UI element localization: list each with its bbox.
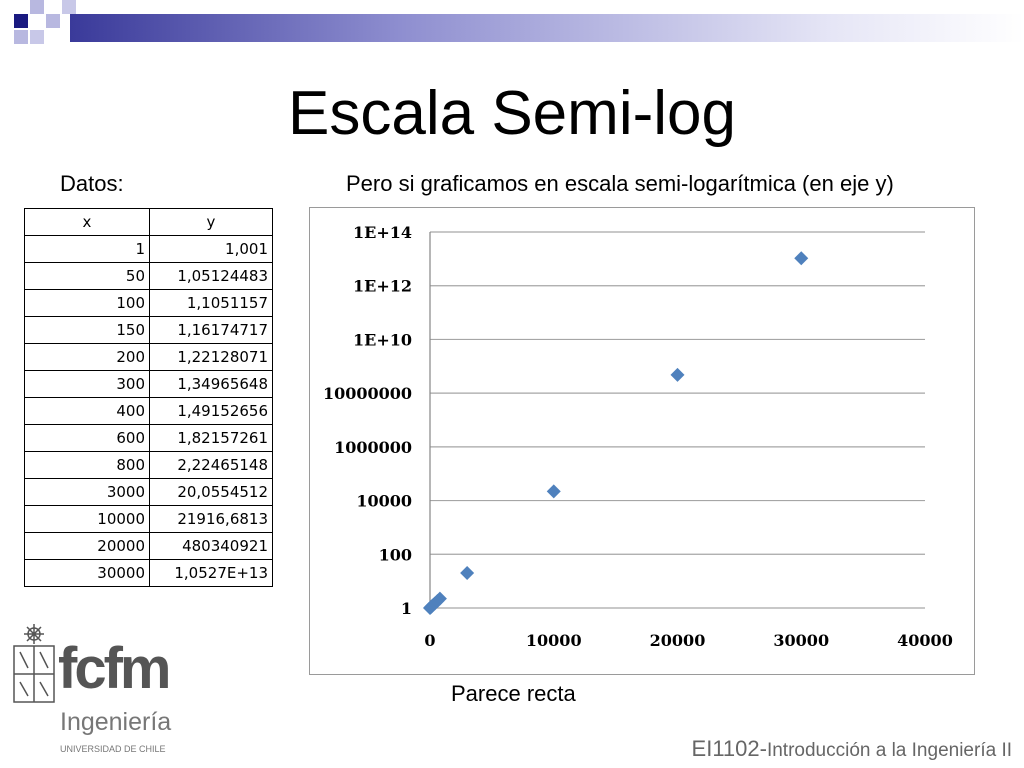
table-header-row: x y (24, 208, 273, 236)
cell-y: 1,05124483 (149, 262, 273, 290)
y-tick-label: 100 (379, 545, 412, 564)
x-tick-label: 20000 (650, 631, 706, 650)
cell-x: 150 (24, 316, 150, 344)
table-row: 200 1,22128071 (24, 343, 273, 371)
cell-x: 100 (24, 289, 150, 317)
data-point-marker (432, 591, 447, 606)
table-row: 20000 480340921 (24, 532, 273, 560)
y-tick-label: 1000000 (334, 438, 412, 457)
university-shield-icon: fcfm Ingeniería UNIVERSIDAD DE CHILE (13, 624, 171, 754)
cell-y: 1,22128071 (149, 343, 273, 371)
data-point-marker (670, 367, 685, 382)
table-row: 600 1,82157261 (24, 424, 273, 452)
cell-y: 2,22465148 (149, 451, 273, 479)
y-tick-label: 1E+12 (353, 277, 412, 296)
table-row: 1 1,001 (24, 235, 273, 263)
cell-x: 20000 (24, 532, 150, 560)
logo-wordmark: fcfm (58, 636, 168, 701)
table-header-x: x (24, 208, 150, 236)
table-row: 800 2,22465148 (24, 451, 273, 479)
cell-x: 300 (24, 370, 150, 398)
table-row: 400 1,49152656 (24, 397, 273, 425)
table-header-y: y (149, 208, 273, 236)
slide-title: Escala Semi-log (288, 79, 736, 148)
semilog-scatter-chart: 1 100 10000 1000000 10000000 1E+10 1E+12 1E+14 0… (323, 223, 953, 650)
datos-label: Datos: (60, 171, 124, 196)
x-tick-label: 10000 (526, 631, 582, 650)
data-table: x y 1 1,001 50 1,05124483 100 1,1051157 150… (24, 208, 273, 587)
chart-frame: 1 100 10000 1000000 10000000 1E+10 1E+12 1E+14 0… (309, 207, 975, 675)
cell-x: 10000 (24, 505, 150, 533)
chart-caption: Parece recta (451, 681, 576, 706)
cell-y: 1,34965648 (149, 370, 273, 398)
x-tick-label: 30000 (773, 631, 829, 650)
x-tick-label: 40000 (897, 631, 953, 650)
table-row: 150 1,16174717 (24, 316, 273, 344)
y-tick-label: 1E+14 (353, 223, 412, 242)
cell-y: 1,16174717 (149, 316, 273, 344)
cell-y: 20,0554512 (149, 478, 273, 506)
cell-x: 1 (24, 235, 150, 263)
data-point-marker (794, 251, 809, 266)
table-row: 10000 21916,6813 (24, 505, 273, 533)
cell-y: 1,49152656 (149, 397, 273, 425)
cell-y: 1,1051157 (149, 289, 273, 317)
cell-x: 30000 (24, 559, 150, 587)
header-band (0, 0, 1024, 60)
cell-x: 50 (24, 262, 150, 290)
deco-square (14, 14, 28, 28)
deco-square (30, 30, 44, 44)
cell-x: 3000 (24, 478, 150, 506)
header-gradient-bar (70, 14, 1024, 42)
table-row: 300 1,34965648 (24, 370, 273, 398)
x-tick-label: 0 (424, 631, 435, 650)
data-point-marker (460, 566, 475, 581)
cell-x: 600 (24, 424, 150, 452)
table-row: 100 1,1051157 (24, 289, 273, 317)
deco-square (46, 14, 60, 28)
cell-y: 1,0527E+13 (149, 559, 273, 587)
table-row: 30000 1,0527E+13 (24, 559, 273, 587)
cell-x: 200 (24, 343, 150, 371)
footer-course-code: EI1102- (691, 736, 767, 761)
deco-square (14, 30, 28, 44)
cell-y: 1,001 (149, 235, 273, 263)
logo-subtitle: Ingeniería (60, 708, 171, 736)
y-tick-label: 1 (401, 599, 412, 618)
y-tick-label: 1E+10 (353, 330, 412, 349)
y-tick-label: 10000000 (323, 384, 412, 403)
cell-x: 400 (24, 397, 150, 425)
footer-course-name: Introducción a la Ingeniería II (766, 740, 1012, 761)
table-row: 3000 20,0554512 (24, 478, 273, 506)
data-point-marker (546, 484, 561, 499)
y-tick-label: 10000 (356, 492, 412, 511)
table-row: 50 1,05124483 (24, 262, 273, 290)
footer: EI1102-Introducción a la Ingeniería II (692, 736, 1012, 762)
cell-x: 800 (24, 451, 150, 479)
logo-university: UNIVERSIDAD DE CHILE (60, 744, 166, 754)
chart-subtitle: Pero si graficamos en escala semi-logarí… (346, 171, 894, 196)
cell-y: 21916,6813 (149, 505, 273, 533)
deco-square (62, 0, 76, 14)
cell-y: 1,82157261 (149, 424, 273, 452)
deco-square (30, 0, 44, 14)
cell-y: 480340921 (149, 532, 273, 560)
fcfm-logo: fcfm Ingeniería UNIVERSIDAD DE CHILE (10, 622, 190, 762)
